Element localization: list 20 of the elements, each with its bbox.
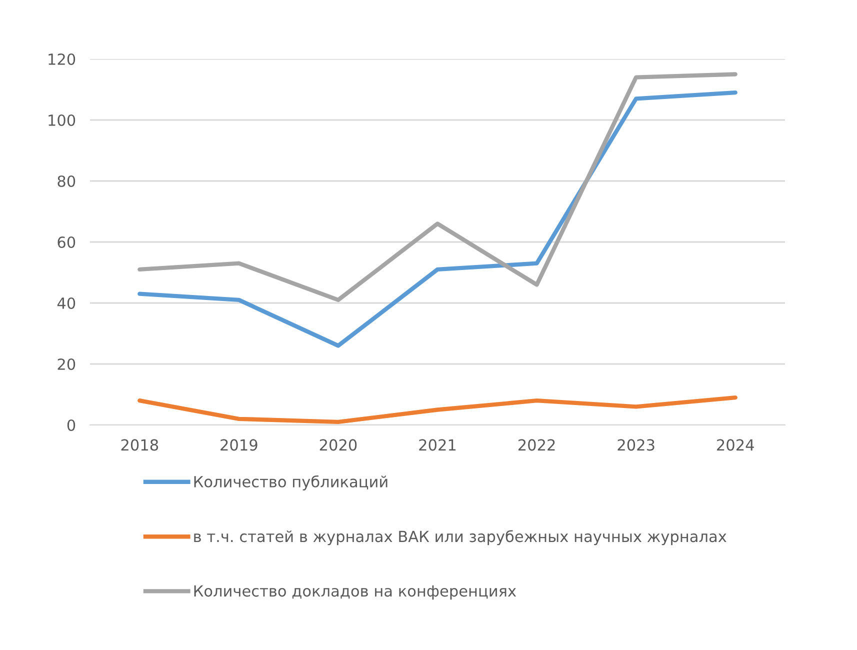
legend-label: в т.ч. статей в журналах ВАК или зарубежных научных журналах [194, 530, 726, 546]
x-tick-label: 2022 [518, 439, 555, 451]
x-tick-label: 2020 [320, 439, 357, 451]
y-tick-label: 0 [67, 419, 76, 432]
y-tick-label: 80 [58, 175, 76, 188]
y-tick-label: 60 [58, 236, 76, 248]
line-series [138, 72, 738, 302]
x-tick-label: 2023 [618, 439, 654, 451]
x-tick-label: 2018 [121, 439, 158, 451]
y-tick-label: 100 [48, 114, 76, 126]
x-tick-label: 2021 [419, 439, 456, 451]
x-tick-label: 2019 [220, 439, 258, 451]
legend-label: Количество докладов на конференциях [194, 585, 516, 600]
legend-label: Количество публикаций [194, 475, 388, 490]
y-tick-label: 40 [57, 297, 76, 310]
line-series [138, 395, 738, 424]
line-series [138, 90, 738, 348]
y-tick-label: 20 [58, 358, 76, 370]
x-tick-label: 2024 [717, 439, 754, 451]
y-tick-label: 120 [48, 53, 76, 66]
